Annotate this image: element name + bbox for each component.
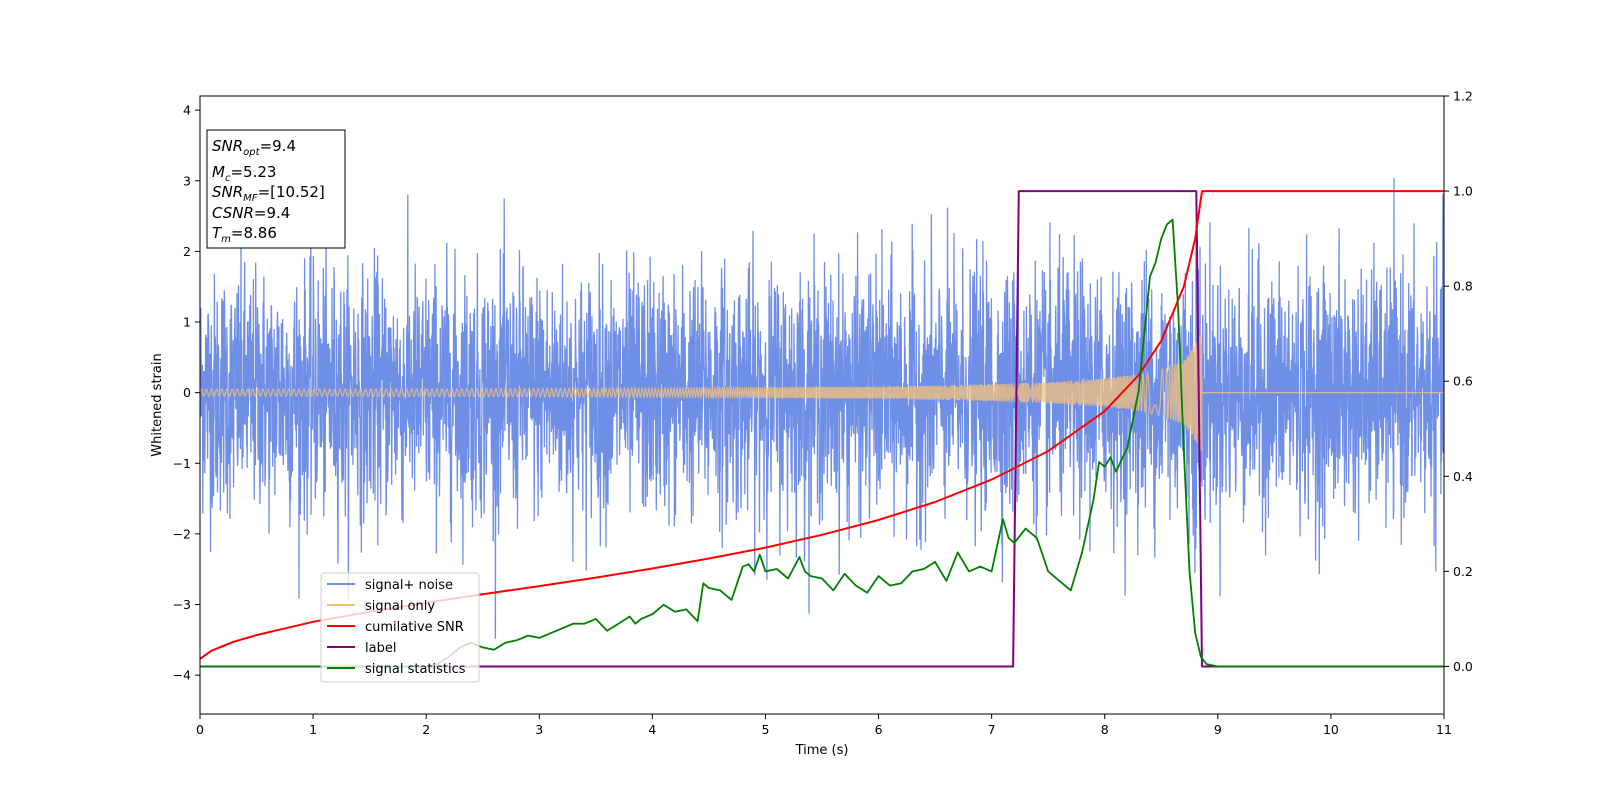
x-axis-ticks: 0 1 2 3 4 5 6 7 8 9 10 11 <box>196 714 1452 737</box>
legend-frame <box>320 572 480 683</box>
x-axis-label: Time (s) <box>795 743 849 758</box>
y-tick-label: 1 <box>183 315 191 330</box>
legend-label-statistics: signal statistics <box>365 662 466 677</box>
info-box-frame <box>206 129 346 249</box>
x-tick-label: 5 <box>761 722 769 737</box>
x-tick-label: 7 <box>988 722 996 737</box>
series-line-signal-noise <box>200 178 1444 639</box>
info-box: SNRopt=9.4 Mc=5.23 SNRMF=[10.52] CSNR=9.… <box>206 129 346 249</box>
y-axis-label: Whitened strain <box>150 353 165 456</box>
x-tick-label: 4 <box>648 722 656 737</box>
legend-label-signal: signal only <box>365 599 435 614</box>
info-snr-opt: SNRopt=9.4 <box>212 137 296 158</box>
legend-label-label: label <box>365 641 396 656</box>
y2-tick-label: 0.6 <box>1453 374 1473 389</box>
series-line-signal-only <box>200 334 1444 451</box>
y2-tick-label: 0.4 <box>1453 469 1473 484</box>
legend-label-cumulative: cumilative SNR <box>365 620 464 635</box>
y-tick-label: 0 <box>183 385 191 400</box>
info-mc: Mc=5.23 <box>212 163 276 184</box>
y2-tick-label: 1.2 <box>1453 89 1473 104</box>
series-line-signal-statistics <box>200 218 1444 668</box>
y-axis-ticks: −4 −3 −2 −1 0 1 2 3 4 <box>173 103 200 683</box>
x-tick-label: 8 <box>1101 722 1109 737</box>
y2-tick-label: 0.2 <box>1453 564 1473 579</box>
y2-tick-label: 1.0 <box>1453 184 1473 199</box>
x-tick-label: 6 <box>875 722 883 737</box>
y2-axis-ticks: 0.0 0.2 0.4 0.6 0.8 1.0 1.2 <box>1444 89 1473 674</box>
legend-label-noise: signal+ noise <box>365 578 453 593</box>
y-tick-label: 3 <box>183 173 191 188</box>
y2-tick-label: 0.8 <box>1453 279 1473 294</box>
x-tick-label: 2 <box>422 722 430 737</box>
y-tick-label: 4 <box>183 103 191 118</box>
x-tick-label: 0 <box>196 722 204 737</box>
y2-tick-label: 0.0 <box>1453 659 1473 674</box>
info-tm: Tm=8.86 <box>212 224 277 245</box>
y-tick-label: −4 <box>173 668 191 683</box>
y-tick-label: −3 <box>173 597 191 612</box>
info-snr-mf: SNRMF=[10.52] <box>212 183 325 204</box>
x-tick-label: 10 <box>1323 722 1339 737</box>
x-tick-label: 11 <box>1436 722 1452 737</box>
y-tick-label: 2 <box>183 244 191 259</box>
legend: signal+ noise signal only cumilative SNR… <box>320 572 480 683</box>
x-tick-label: 1 <box>309 722 317 737</box>
info-csnr: CSNR=9.4 <box>212 204 290 222</box>
x-tick-label: 9 <box>1214 722 1222 737</box>
y-tick-label: −1 <box>173 456 191 471</box>
y-tick-label: −2 <box>173 526 191 541</box>
x-tick-label: 3 <box>535 722 543 737</box>
axes-frame <box>199 95 1445 715</box>
